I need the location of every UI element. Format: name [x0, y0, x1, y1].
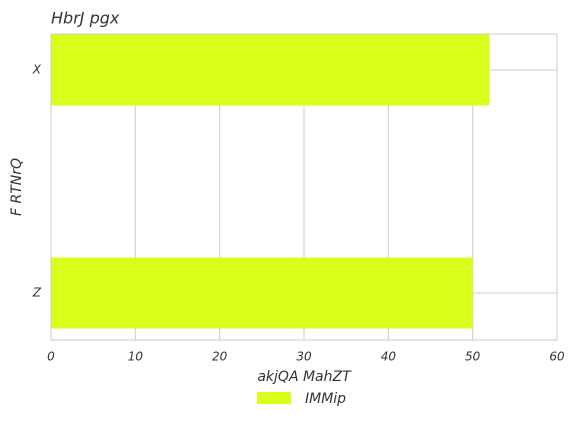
x-tick-label: 10: [128, 350, 144, 364]
x-tick-label: 20: [212, 350, 228, 364]
y-tick-label: X: [32, 63, 42, 77]
x-tick-label: 40: [381, 350, 397, 364]
bar: [51, 257, 473, 329]
x-axis-label: akjQA MahZT: [257, 369, 352, 385]
y-tick-label: Z: [32, 286, 42, 300]
bar: [51, 34, 490, 106]
legend-swatch: [257, 392, 291, 404]
x-tick-label: 0: [47, 350, 55, 364]
chart-title: HbrJ pgx: [51, 9, 120, 28]
plot-border: [50, 33, 558, 341]
y-axis-label: F RTNrQ: [9, 158, 25, 216]
x-tick-label: 30: [296, 350, 312, 364]
legend-label: IMMip: [305, 391, 346, 407]
x-tick-label: 50: [465, 350, 481, 364]
x-tick-label: 60: [549, 350, 565, 364]
